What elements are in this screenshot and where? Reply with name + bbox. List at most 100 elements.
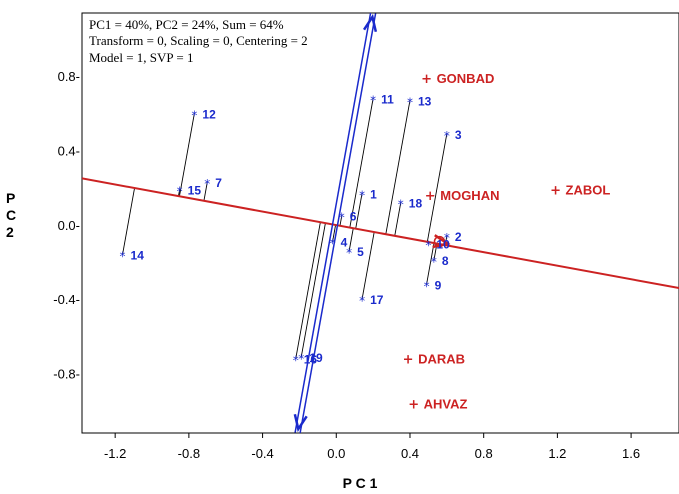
- aec-ordinate-line: [294, 13, 372, 433]
- projection-line: [348, 227, 354, 251]
- x-tick-label: 0.8: [475, 446, 493, 461]
- genotype-marker: *: [298, 352, 304, 366]
- x-tick-label: -1.2: [104, 446, 126, 461]
- genotype-marker: *: [407, 95, 413, 109]
- projection-line: [178, 189, 181, 196]
- genotype-marker: *: [293, 354, 299, 368]
- genotype-label: 3: [455, 128, 462, 142]
- projection-line: [203, 182, 208, 201]
- genotype-marker: *: [204, 177, 210, 191]
- projection-line: [300, 222, 326, 357]
- x-tick-label: 1.6: [622, 446, 640, 461]
- projection-line: [355, 193, 363, 229]
- environment-markers: + GONBAD + MOGHAN + ZABOL + DARAB + AHVAZ: [403, 71, 611, 412]
- genotype-label: 6: [350, 210, 357, 224]
- genotype-label: 5: [357, 245, 364, 259]
- projection-line: [332, 224, 337, 242]
- genotype-label: 2: [455, 230, 462, 244]
- genotype-marker: *: [339, 211, 345, 225]
- y-tick-label: -0.4-: [53, 292, 80, 307]
- genotype-marker: *: [346, 246, 352, 260]
- genotype-marker: *: [398, 198, 404, 212]
- genotype-label: 4: [341, 236, 348, 250]
- y-tick-label: -0.8-: [53, 367, 80, 382]
- plot-frame: [81, 12, 679, 434]
- y-axis-title-char-3: 2: [6, 224, 14, 240]
- genotype-label: 14: [131, 249, 145, 263]
- genotype-label: 9: [435, 278, 442, 292]
- genotype-marker: *: [424, 279, 430, 293]
- aec-ordinate-arrow-bottom: [293, 413, 308, 433]
- environment-marker: +: [550, 184, 561, 199]
- projection-line: [179, 113, 195, 197]
- projection-line: [394, 202, 402, 236]
- x-tick-label: 0.0: [327, 446, 345, 461]
- genotype-label: 16: [304, 353, 318, 367]
- environment-marker: +: [403, 353, 414, 368]
- x-tick-label: 0.4: [401, 446, 419, 461]
- aec-ordinate-arrow-top: [362, 13, 378, 33]
- info-line-2: Transform = 0, Scaling = 0, Centering = …: [89, 33, 308, 48]
- genotype-label: 13: [418, 94, 432, 108]
- environment-label: GONBAD: [437, 71, 495, 86]
- x-axis-title: P C 1: [343, 475, 378, 491]
- average-environment-circle: [433, 235, 446, 248]
- genotype-marker: *: [431, 255, 437, 269]
- x-tick-label: -0.8: [178, 446, 200, 461]
- environment-marker: +: [421, 72, 432, 87]
- projection-line: [349, 98, 374, 228]
- genotype-label: 12: [202, 107, 216, 121]
- genotype-label: 10: [436, 237, 450, 251]
- genotype-marker: *: [330, 237, 336, 251]
- genotype-marker: *: [444, 129, 450, 143]
- y-axis-title: P C 2: [6, 190, 16, 240]
- genotype-marker: *: [191, 108, 197, 122]
- y-tick-label: 0.0-: [58, 218, 80, 233]
- y-axis-ticks: 0.8- 0.4- 0.0- -0.4- -0.8-: [53, 69, 80, 381]
- projection-line: [122, 187, 136, 255]
- info-line-1: PC1 = 40%, PC2 = 24%, Sum = 64%: [89, 17, 284, 32]
- projection-line: [385, 100, 411, 235]
- projection-line: [361, 231, 375, 300]
- x-axis-ticks: -1.2 -0.8 -0.4 0.0 0.4 0.8 1.2 1.6: [104, 433, 640, 461]
- genotype-marker: *: [359, 294, 365, 308]
- aec-abscissa-line: [82, 177, 679, 290]
- x-tick-label: -0.4: [251, 446, 273, 461]
- genotype-markers: * 1* 2* 3* 4* 5* 6* 7* 8* 9* 10* 11* 12* 13* 14* 15* 16*…: [120, 92, 462, 367]
- info-legend: PC1 = 40%, PC2 = 24%, Sum = 64% Transfor…: [89, 17, 308, 65]
- projection-line: [426, 242, 435, 285]
- genotype-label: 19: [309, 351, 323, 365]
- environment-marker: +: [408, 397, 419, 412]
- projection-line: [426, 133, 448, 242]
- genotype-label: 8: [442, 254, 449, 268]
- genotype-marker: *: [444, 231, 450, 245]
- genotype-marker: *: [370, 93, 376, 107]
- environment-label: AHVAZ: [424, 396, 468, 411]
- y-axis-title-char-2: C: [6, 207, 16, 223]
- environment-label: DARAB: [418, 352, 465, 367]
- aec-axes: [82, 13, 679, 433]
- info-line-3: Model = 1, SVP = 1: [89, 50, 193, 65]
- y-tick-label: 0.8-: [58, 69, 80, 84]
- genotype-label: 1: [370, 187, 377, 201]
- genotype-label: 15: [188, 184, 202, 198]
- genotype-marker: *: [120, 250, 126, 264]
- y-axis-title-char-1: P: [6, 190, 15, 206]
- environment-marker: +: [425, 189, 436, 204]
- projection-line: [295, 221, 321, 359]
- y-tick-label: 0.4-: [58, 144, 80, 159]
- projection-lines: [122, 98, 448, 359]
- genotype-marker: *: [359, 188, 365, 202]
- x-tick-label: 1.2: [548, 446, 566, 461]
- genotype-label: 17: [370, 293, 384, 307]
- genotype-label: 18: [409, 197, 423, 211]
- environment-label: ZABOL: [566, 183, 611, 198]
- genotype-marker: *: [177, 185, 183, 199]
- genotype-label: 11: [381, 92, 394, 106]
- projection-line: [339, 215, 343, 226]
- environment-label: MOGHAN: [440, 188, 499, 203]
- aec-ordinate-line: [299, 13, 377, 433]
- genotype-marker: *: [425, 238, 431, 252]
- genotype-label: 7: [215, 176, 222, 190]
